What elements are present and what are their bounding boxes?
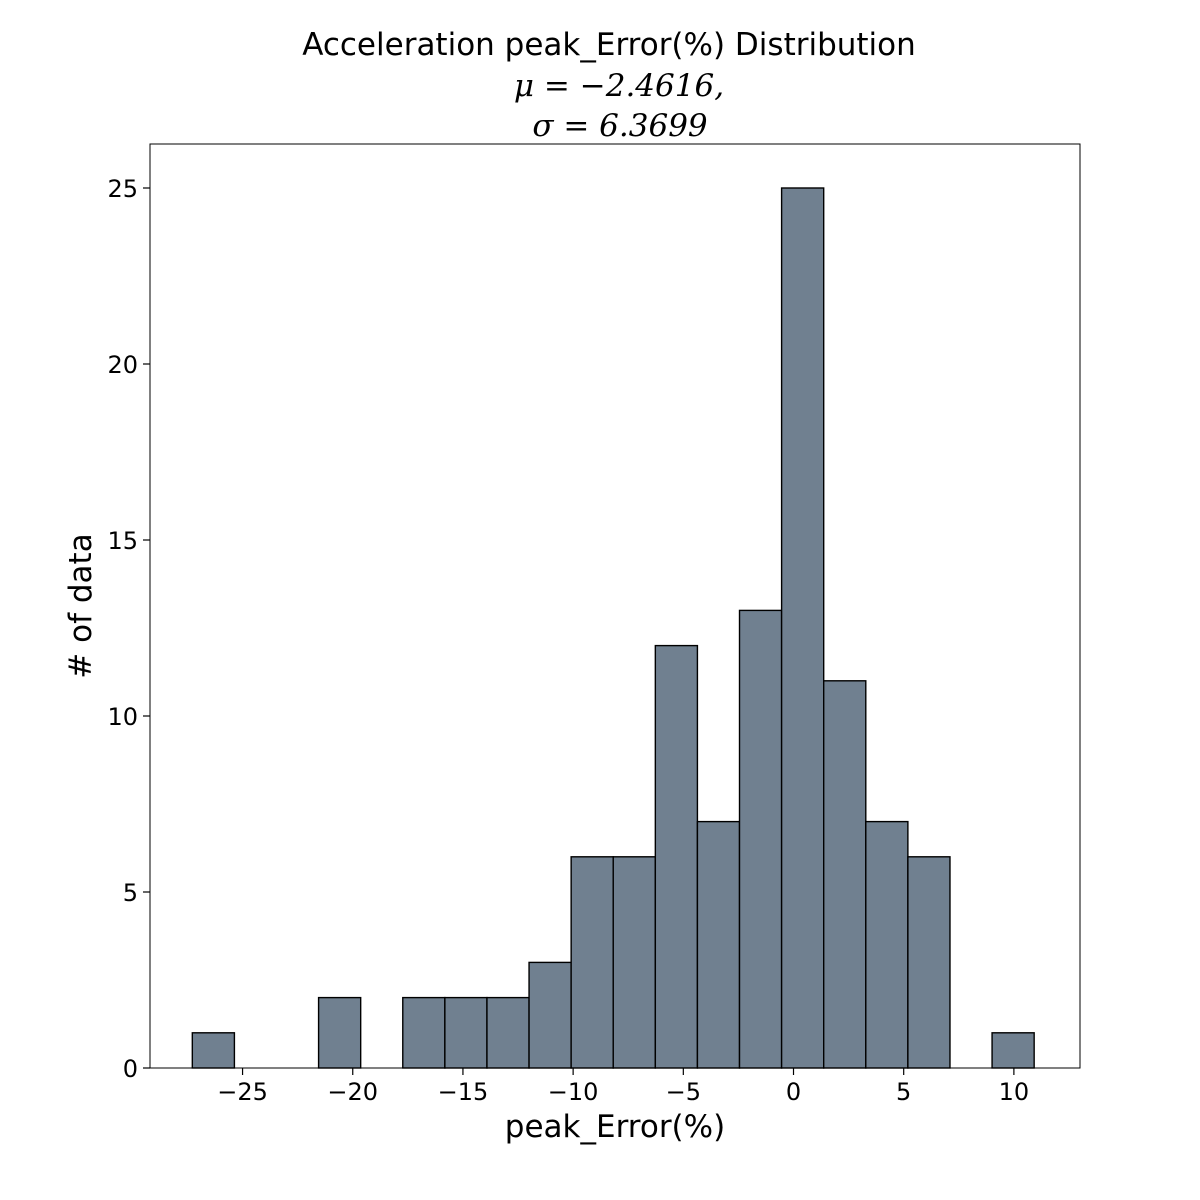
x-tick-label: 10: [999, 1078, 1030, 1106]
histogram-bar: [486, 996, 530, 1069]
chart-title-std: σ = 6.3699: [532, 108, 707, 144]
histogram-bar: [444, 996, 488, 1069]
y-tick-label: 15: [107, 527, 138, 555]
y-tick-label: 10: [107, 703, 138, 731]
histogram-bar: [991, 1032, 1035, 1069]
x-tick-label: −20: [327, 1078, 378, 1106]
x-axis-label: peak_Error(%): [505, 1109, 725, 1145]
x-tick-label: −10: [548, 1078, 599, 1106]
y-tick-label: 0: [123, 1055, 138, 1083]
histogram-bar: [528, 961, 572, 1069]
x-tick-label: 5: [896, 1078, 911, 1106]
histogram-bar: [317, 996, 362, 1069]
histogram-bar: [402, 996, 446, 1069]
histogram-bar: [738, 609, 783, 1069]
x-tick-label: −15: [438, 1078, 489, 1106]
chart-title-mean: μ = −2.4616,: [514, 68, 724, 104]
histogram-bar: [570, 856, 614, 1069]
histogram-bar: [780, 187, 825, 1069]
y-tick-label: 25: [107, 175, 138, 203]
x-axis-ticks: −25 −20 −15 −10 −5 0 5 10: [217, 1068, 1029, 1106]
histogram-bar: [907, 856, 951, 1069]
plot-frame: [149, 143, 1081, 1069]
histogram-bar: [654, 644, 699, 1069]
x-tick-label: 0: [786, 1078, 801, 1106]
y-axis-ticks: 0 5 10 15 20 25: [107, 175, 150, 1083]
chart-title: Acceleration peak_Error(%) Distribution: [302, 27, 916, 63]
histogram-bar: [822, 680, 867, 1069]
histogram-bar: [191, 1032, 236, 1069]
y-tick-label: 5: [123, 879, 138, 907]
y-axis-label: # of data: [63, 533, 99, 678]
x-tick-label: −25: [217, 1078, 268, 1106]
histogram-bars: [191, 187, 1035, 1069]
histogram-bar: [612, 856, 657, 1069]
histogram-bar: [865, 820, 909, 1069]
histogram-bar: [696, 820, 741, 1069]
x-tick-label: −5: [666, 1078, 701, 1106]
y-tick-label: 20: [107, 351, 138, 379]
